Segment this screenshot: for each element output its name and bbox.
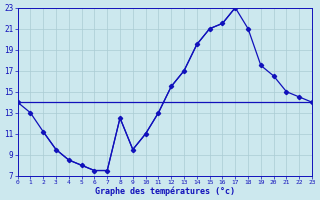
X-axis label: Graphe des températures (°c): Graphe des températures (°c) bbox=[95, 186, 235, 196]
